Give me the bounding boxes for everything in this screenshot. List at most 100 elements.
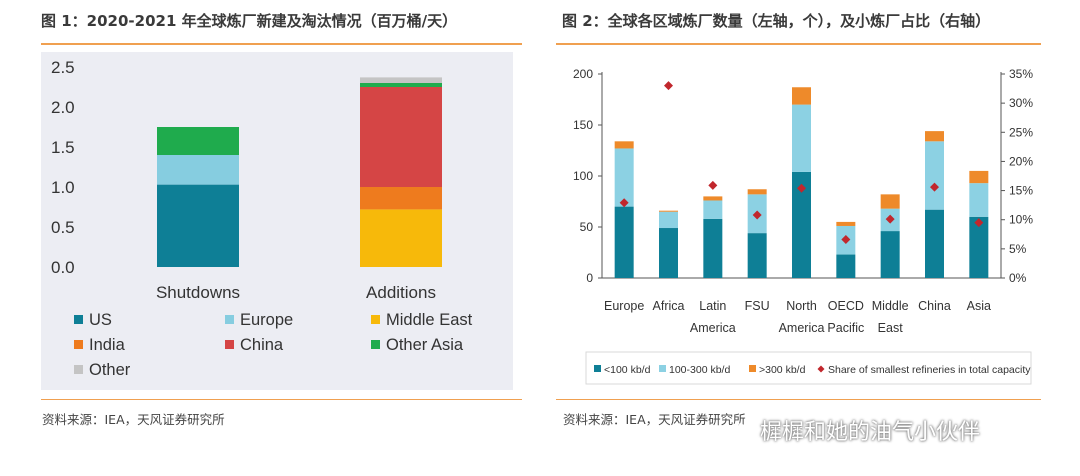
right-bar-asia-seg0: [969, 216, 989, 278]
share-point-europe: [619, 198, 629, 208]
left-bar-shutdowns-europe: [157, 155, 239, 185]
right-right-tick-label: 25%: [1009, 125, 1033, 139]
right-bar-latin-america-seg1: [703, 200, 723, 219]
left-y-tick-label: 2.5: [51, 58, 75, 77]
right-right-tick-label: 10%: [1009, 213, 1033, 227]
watermark-text: 樨樨和她的油气小伙伴: [760, 420, 981, 445]
right-bar-china-seg0: [925, 209, 944, 278]
right-bar-latin-america-seg2: [703, 196, 723, 201]
left-legend-label-india: India: [89, 336, 126, 354]
right-right-tick-label: 35%: [1009, 67, 1033, 81]
left-bar-additions-middle-east: [360, 209, 442, 267]
share-point-fsu: [752, 210, 762, 220]
right-bar-asia-seg2: [969, 170, 989, 184]
right-x-label-latin-america: Latin America: [690, 299, 736, 335]
right-right-tick-label: 5%: [1009, 242, 1027, 256]
right-bar-china-seg2: [925, 131, 944, 142]
left-legend-swatch-middle-east: [371, 315, 380, 324]
right-chart: 200 150 100 50 0 35% 30% 25% 20% 15% 10% 5% 0% Europ…: [573, 67, 1033, 385]
left-x-label-additions: Additions: [366, 283, 436, 302]
watermark: 樨樨和她的油气小伙伴: [728, 414, 980, 446]
right-bar-middle-east-seg0: [880, 231, 900, 278]
right-left-tick-label: 150: [573, 118, 593, 132]
right-bar-asia-seg1: [969, 183, 989, 217]
left-x-label-shutdowns: Shutdowns: [156, 283, 240, 302]
share-point-north-america: [797, 183, 806, 193]
share-point-china: [930, 182, 939, 192]
right-legend-label-300-kb-d: >300 kb/d: [759, 364, 806, 376]
right-bar-oecd-pacific-seg2: [836, 221, 856, 226]
right-left-tick-label: 50: [580, 220, 594, 234]
left-chart: 2.5 2.0 1.5 1.0 0.5 0.0 Shutdowns Additions US…: [41, 52, 513, 390]
left-title-rule: [41, 43, 522, 45]
right-bar-fsu-seg0: [747, 233, 767, 278]
left-y-tick-label: 1.5: [51, 138, 75, 157]
right-left-tick-label: 0: [586, 271, 593, 285]
right-legend-label-share-of-smallest-refineries-in-total-capacity: Share of smallest refineries in total ca…: [828, 364, 1031, 376]
right-bar-north-america-seg1: [792, 104, 811, 172]
left-y-tick-label: 2.0: [51, 98, 75, 117]
right-right-tick-label: 30%: [1009, 96, 1033, 110]
left-bar-additions-india: [360, 187, 442, 210]
right-chart-title: 图 2：全球各区域炼厂数量（左轴，个），及小炼厂占比（右轴）: [562, 12, 991, 30]
right-x-label-africa: Africa: [653, 299, 685, 313]
share-point-oecd-pacific: [841, 235, 851, 245]
right-legend-swatch-300-kb-d: [749, 365, 756, 372]
right-right-tick-label: 0%: [1009, 271, 1027, 285]
right-bar-africa-seg1: [659, 211, 678, 229]
right-x-label-middle-east: Middle East: [872, 299, 909, 335]
right-left-tick-label: 200: [573, 67, 593, 81]
left-legend-label-europe: Europe: [240, 311, 293, 329]
right-x-label-fsu: FSU: [745, 299, 770, 313]
share-point-asia: [974, 218, 984, 228]
right-bar-europe-seg1: [614, 148, 634, 207]
right-bar-oecd-pacific-seg0: [836, 254, 856, 278]
right-bar-china-seg1: [925, 141, 944, 210]
right-x-label-asia: Asia: [967, 299, 991, 313]
right-x-label-china: China: [918, 299, 951, 313]
left-chart-title: 图 1：2020-2021 年全球炼厂新建及淘汰情况（百万桶/天）: [41, 12, 458, 30]
wechat-icon: [728, 423, 754, 441]
right-bar-middle-east-seg2: [880, 194, 900, 209]
right-source: 资料来源：IEA，天风证券研究所: [563, 412, 746, 427]
left-legend-label-other: Other: [89, 361, 131, 379]
left-legend-label-us: US: [89, 311, 112, 329]
left-legend-label-middle-east: Middle East: [386, 311, 473, 329]
right-legend-swatch-100-300-kb-d: [659, 365, 666, 372]
left-bar-additions-other-asia: [360, 83, 442, 87]
right-bar-latin-america-seg0: [703, 218, 723, 278]
left-bar-shutdowns-other-asia: [157, 127, 239, 155]
left-legend-swatch-us: [74, 315, 83, 324]
right-left-tick-label: 100: [573, 169, 593, 183]
right-legend-label-100-300-kb-d: 100-300 kb/d: [669, 364, 730, 376]
right-x-label-europe: Europe: [604, 299, 644, 313]
left-bar-additions-china: [360, 87, 442, 187]
right-bar-north-america-seg2: [792, 87, 811, 105]
left-legend-label-china: China: [240, 336, 284, 354]
share-point-africa: [664, 81, 673, 91]
left-source: 资料来源：IEA，天风证券研究所: [42, 412, 225, 427]
right-bar-africa-seg2: [659, 210, 678, 212]
left-legend-swatch-india: [74, 340, 83, 349]
right-bar-europe-seg2: [614, 141, 634, 149]
share-point-middle-east: [885, 214, 895, 224]
right-x-label-oecd-pacific: OECD Pacific: [827, 299, 864, 335]
right-legend-label-100-kb-d: <100 kb/d: [604, 364, 651, 376]
left-y-tick-label: 0.0: [51, 258, 75, 277]
right-source-rule: [556, 399, 1041, 400]
right-legend-swatch-100-kb-d: [594, 365, 601, 372]
left-bar-additions-other: [360, 77, 442, 83]
left-y-tick-label: 0.5: [51, 218, 75, 237]
right-bar-fsu-seg2: [747, 189, 767, 195]
left-legend-swatch-other-asia: [371, 340, 380, 349]
left-legend-swatch-europe: [225, 315, 234, 324]
left-legend-label-other-asia: Other Asia: [386, 336, 464, 354]
right-right-tick-label: 20%: [1009, 154, 1033, 168]
left-legend-swatch-other: [74, 365, 83, 374]
left-legend-swatch-china: [225, 340, 234, 349]
right-title-rule: [556, 43, 1041, 45]
left-y-tick-label: 1.0: [51, 178, 75, 197]
right-right-tick-label: 15%: [1009, 184, 1033, 198]
left-bar-shutdowns-us: [157, 184, 239, 267]
right-bar-africa-seg0: [659, 228, 678, 278]
